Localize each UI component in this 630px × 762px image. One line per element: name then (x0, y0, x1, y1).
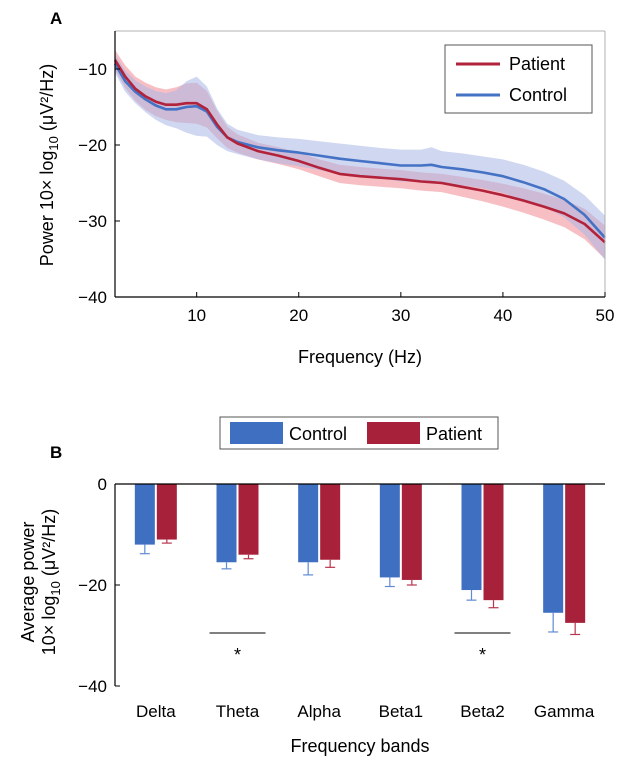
panel-a-bands (115, 50, 605, 260)
panel-b: B Control Patient * * 0−20−40 Delta Theta A… (18, 416, 605, 756)
panel-b-label: B (50, 443, 62, 462)
category-label-beta2: Beta2 (460, 702, 504, 721)
panel-b-y-ticks: 0 −20 −40 (78, 475, 120, 696)
panel-a-y-axis-label: Power 10× log10 (μV²/Hz) (37, 64, 61, 266)
panel-b-bars (134, 484, 586, 636)
x-tick-label: 20 (289, 306, 308, 325)
bar-control-gamma (543, 484, 564, 613)
panel-a-y-ticks: −10 −20 −30 −40 (78, 60, 120, 307)
panel-b-y-label-unit: (μV²/Hz) (39, 509, 59, 581)
panel-a-legend: Patient Control (444, 44, 593, 114)
x-tick-label: 30 (391, 306, 410, 325)
x-tick-label: 40 (493, 306, 512, 325)
panel-a-x-axis-label: Frequency (Hz) (298, 347, 422, 367)
panel-b-y-label-prefix: 10× log (39, 596, 59, 656)
bar-patient-beta2 (483, 484, 504, 601)
panel-a-y-label-prefix: Power 10× log (37, 151, 57, 267)
legend-label-control: Control (509, 85, 567, 105)
significance-marker-beta2: * (479, 645, 486, 665)
panel-a-legend-box (444, 44, 593, 114)
panel-a-lines (113, 59, 606, 244)
panel-b-y-label-subscript: 10 (48, 581, 63, 595)
y-tick-label: −10 (78, 60, 107, 79)
category-label-beta1: Beta1 (379, 702, 423, 721)
panel-b-significance: * * (209, 632, 511, 665)
category-label-gamma: Gamma (534, 702, 595, 721)
band-control (115, 54, 605, 260)
category-label-alpha: Alpha (297, 702, 341, 721)
y-tick-label: −20 (78, 576, 107, 595)
panel-b-y-axis-label: Average power 10× log10 (μV²/Hz) (18, 509, 63, 655)
panel-b-x-labels: Delta Theta Alpha Beta1 Beta2 Gamma (136, 702, 595, 721)
y-tick-label: −40 (78, 677, 107, 696)
bar-control-beta1 (379, 484, 400, 578)
bar-patient-delta (156, 484, 177, 540)
line-control (113, 63, 606, 239)
legend-label-patient: Patient (509, 54, 565, 74)
panel-b-legend: Control Patient (219, 416, 499, 450)
panel-a-y-label-unit: (μV²/Hz) (37, 64, 57, 136)
legend-label-patient-bar: Patient (426, 424, 482, 444)
bar-control-delta (134, 484, 155, 545)
y-tick-label: −30 (78, 212, 107, 231)
bar-control-theta (216, 484, 237, 563)
panel-a-y-label-subscript: 10 (46, 136, 61, 150)
bar-patient-gamma (565, 484, 586, 623)
category-label-theta: Theta (216, 702, 260, 721)
panel-b-y-label-line2: 10× log10 (μV²/Hz) (39, 509, 63, 655)
y-tick-label: −40 (78, 288, 107, 307)
significance-marker-theta: * (234, 645, 241, 665)
panel-a-x-ticks: 10 20 30 40 50 (187, 292, 614, 325)
category-label-delta: Delta (136, 702, 176, 721)
legend-swatch-patient-bar (367, 422, 420, 444)
x-tick-label: 10 (187, 306, 206, 325)
line-patient (113, 59, 606, 244)
legend-swatch-control-bar (230, 422, 283, 444)
panel-a: A 10 20 30 40 50 −10 −20 −30 −40 Frequency (Hz)… (37, 9, 614, 367)
panel-a-label: A (50, 9, 62, 28)
bar-control-beta2 (461, 484, 482, 591)
bar-patient-beta1 (401, 484, 422, 580)
panel-b-y-label-line1: Average power (18, 522, 38, 643)
panel-b-x-axis-label: Frequency bands (290, 736, 429, 756)
x-tick-label: 50 (596, 306, 615, 325)
bar-patient-theta (238, 484, 259, 555)
bar-patient-alpha (320, 484, 341, 560)
y-tick-label: 0 (98, 475, 107, 494)
bar-control-alpha (298, 484, 319, 563)
legend-label-control-bar: Control (289, 424, 347, 444)
y-tick-label: −20 (78, 136, 107, 155)
